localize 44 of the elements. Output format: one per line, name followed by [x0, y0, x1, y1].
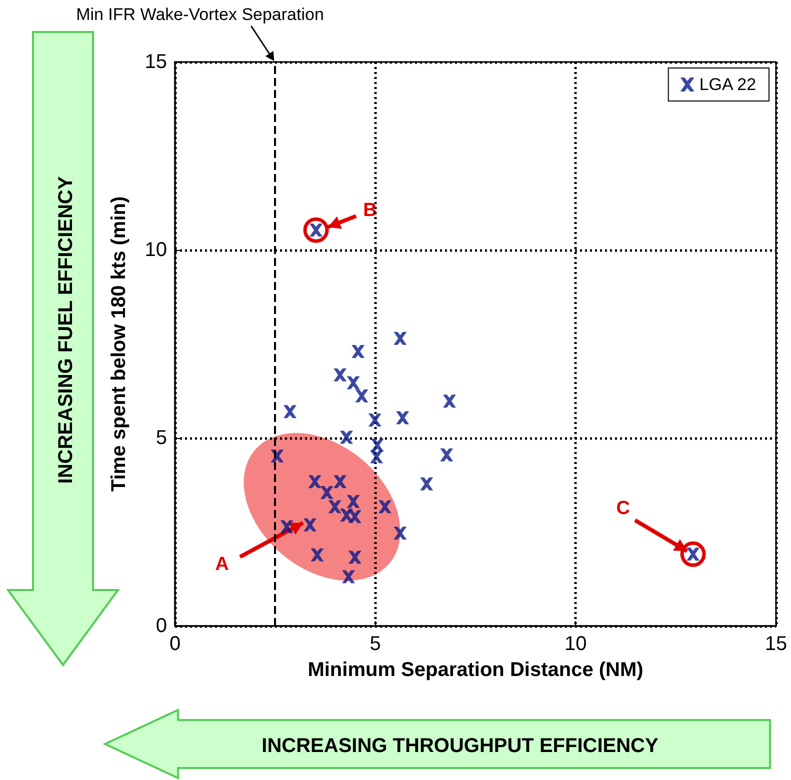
point — [334, 475, 347, 488]
point — [346, 376, 360, 390]
annotation: A — [215, 554, 230, 575]
point — [304, 518, 317, 532]
y-tick-label: 10 — [144, 239, 167, 261]
point — [370, 438, 384, 452]
point — [355, 389, 368, 402]
point — [442, 394, 456, 408]
annotation: B — [363, 200, 377, 222]
point — [394, 526, 407, 540]
annotation: C — [616, 498, 630, 520]
point — [396, 411, 410, 424]
point — [378, 500, 392, 514]
point — [334, 368, 347, 382]
x-tick-label: 10 — [564, 633, 587, 655]
y-tick-label: 0 — [156, 615, 167, 637]
point — [280, 520, 294, 534]
x-tick-label: 15 — [764, 633, 788, 655]
point — [283, 405, 296, 418]
x-axis-title: Minimum Separation Distance (NM) — [308, 659, 644, 681]
point — [308, 475, 322, 488]
point — [368, 413, 382, 426]
x-tick-label: 0 — [169, 633, 181, 655]
ref-line-label: Min IFR Wake-Vortex Separation — [76, 5, 324, 24]
point — [346, 495, 360, 508]
point — [352, 345, 365, 358]
point — [342, 570, 355, 584]
point — [340, 430, 353, 444]
point — [348, 510, 362, 524]
point — [310, 548, 324, 562]
point — [370, 450, 384, 464]
point — [440, 448, 454, 462]
point — [420, 477, 434, 490]
point — [320, 486, 334, 500]
text: INCREASING FUEL EFFICIENCY — [55, 176, 77, 484]
legend-label: LGA 22 — [699, 75, 756, 94]
text: INCREASING THROUGHPUT EFFICIENCY — [262, 735, 659, 757]
point — [328, 500, 342, 514]
y-tick-label: 15 — [144, 51, 167, 73]
y-tick-label: 5 — [156, 427, 167, 449]
point — [394, 332, 407, 345]
y-axis-title: Time spent below 180 kts (min) — [108, 196, 130, 492]
x-tick-label: 5 — [370, 633, 381, 655]
point — [348, 550, 362, 564]
